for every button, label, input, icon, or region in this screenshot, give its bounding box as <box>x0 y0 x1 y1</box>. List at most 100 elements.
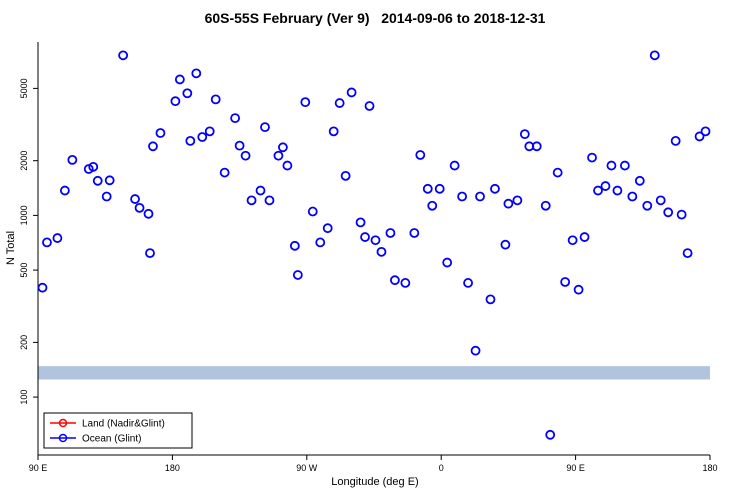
data-point <box>145 248 155 259</box>
data-point <box>191 68 202 79</box>
data-point <box>700 126 711 137</box>
data-point <box>385 228 396 238</box>
legend-marker-circle <box>58 433 68 443</box>
data-point <box>42 237 52 248</box>
data-point <box>663 207 674 218</box>
data-point <box>143 208 154 219</box>
legend-entry-label: Ocean (Glint) <box>82 434 141 445</box>
data-point <box>334 98 345 108</box>
y-axis-label: N Total <box>5 230 17 266</box>
x-tick-label: 90 E <box>566 463 585 473</box>
data-point <box>182 88 193 99</box>
data-point <box>155 128 166 138</box>
data-point <box>649 50 660 61</box>
data-point <box>255 185 266 196</box>
data-point <box>260 122 270 133</box>
data-point <box>197 132 208 142</box>
data-point <box>545 429 556 440</box>
data-point <box>322 223 333 234</box>
data-point <box>234 140 245 151</box>
data-point <box>118 50 129 61</box>
data-point <box>315 237 326 248</box>
data-point <box>273 150 284 161</box>
data-point <box>355 217 366 228</box>
data-point <box>490 183 500 194</box>
data-point <box>300 97 311 108</box>
reference-band <box>38 366 710 380</box>
y-tick-label: 2000 <box>19 151 29 171</box>
x-tick-label: 90 W <box>296 463 318 473</box>
data-point <box>540 200 551 211</box>
data-point <box>278 142 288 153</box>
x-tick-label: 180 <box>165 463 180 473</box>
chart-title: 60S-55S February (Ver 9) 2014-09-06 to 2… <box>204 10 546 26</box>
x-axis-label: Longitude (deg E) <box>331 476 419 488</box>
data-point <box>364 101 375 111</box>
data-point <box>130 194 140 204</box>
data-point <box>670 135 681 146</box>
data-point <box>264 195 275 206</box>
data-point <box>390 275 400 286</box>
data-point <box>37 282 48 293</box>
legend-entry-label: Land (Nadir&Glint) <box>82 419 165 430</box>
data-point <box>170 96 181 107</box>
data-point <box>567 235 578 246</box>
y-tick-label: 100 <box>19 390 29 405</box>
data-point <box>463 278 473 288</box>
legend-marker-circle <box>58 418 68 428</box>
data-point <box>519 129 530 140</box>
data-point <box>148 141 158 152</box>
data-point <box>174 74 185 85</box>
x-tick-label: 90 E <box>29 463 48 473</box>
data-point <box>230 113 241 124</box>
data-point <box>642 200 653 211</box>
data-point <box>415 150 426 160</box>
data-point <box>88 161 99 172</box>
data-point <box>246 195 257 206</box>
data-point <box>500 239 511 250</box>
data-point <box>655 195 666 206</box>
data-point <box>694 131 705 142</box>
data-point <box>434 183 445 194</box>
data-point <box>340 170 351 181</box>
data-point <box>289 240 300 251</box>
data-point <box>475 191 485 202</box>
data-point <box>52 233 63 243</box>
data-point <box>573 284 584 295</box>
data-point <box>600 181 611 191</box>
data-point <box>531 141 542 152</box>
data-point <box>676 209 687 220</box>
data-point <box>593 185 603 196</box>
data-point <box>485 294 496 305</box>
y-tick-label: 5000 <box>19 78 29 98</box>
data-point <box>134 202 145 213</box>
data-point <box>185 135 196 146</box>
data-point <box>360 232 370 242</box>
data-point <box>627 191 638 202</box>
data-point <box>587 152 597 163</box>
data-point <box>512 195 523 206</box>
data-point <box>282 160 293 171</box>
data-point <box>219 167 230 178</box>
data-point <box>606 160 617 171</box>
data-point <box>612 185 623 196</box>
data-point <box>579 232 590 242</box>
data-point <box>442 257 453 268</box>
data-point <box>292 270 303 280</box>
data-point <box>619 160 630 171</box>
data-point <box>370 235 381 246</box>
x-tick-label: 0 <box>439 463 444 473</box>
y-tick-label: 1000 <box>19 205 29 225</box>
data-point <box>400 278 411 288</box>
data-point <box>307 206 318 217</box>
data-point <box>240 150 251 161</box>
data-point <box>503 198 514 209</box>
data-point <box>204 126 215 137</box>
data-point <box>59 185 70 196</box>
data-point <box>210 94 221 105</box>
data-point <box>560 277 571 287</box>
data-point <box>92 175 103 186</box>
data-point <box>409 228 420 238</box>
